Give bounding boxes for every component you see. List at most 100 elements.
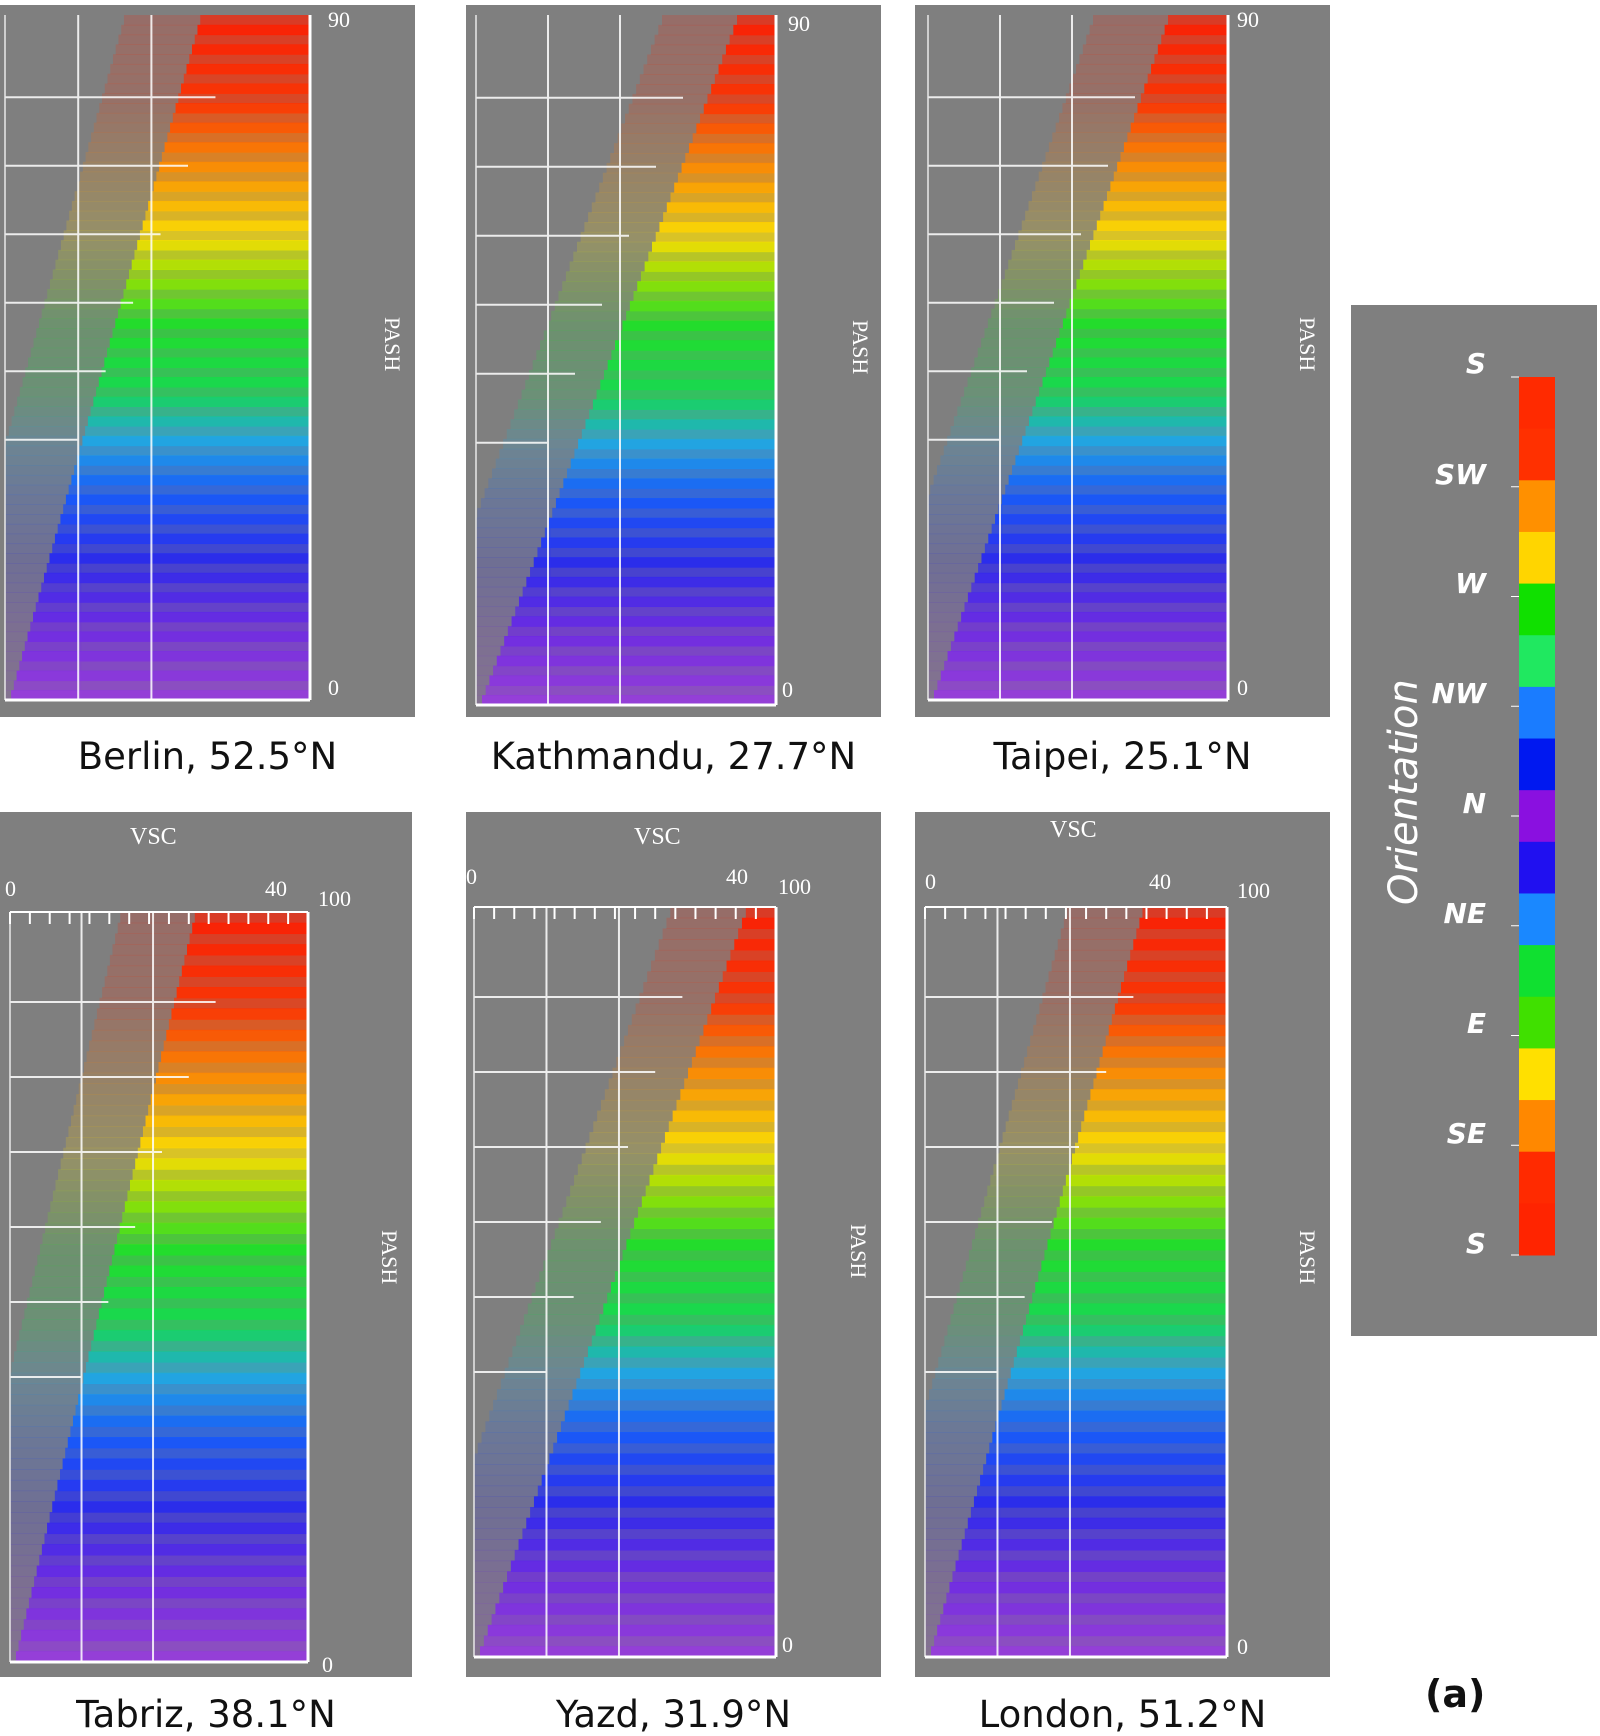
density-fade-band [1069,83,1145,94]
density-band [944,660,1228,672]
density-fade-band [495,458,571,470]
density-band [677,172,776,184]
density-fade-band [926,1399,1002,1412]
density-fade-band [474,1507,550,1519]
plot-panel-london: VSC 0 40 100 0 PASH [915,812,1330,1677]
density-fade-band [493,1399,569,1412]
density-fade-band [953,1303,1030,1315]
density-fade-band [36,328,113,339]
density-band [584,1357,776,1369]
density-fade-band [928,592,1003,603]
density-fade-band [1057,939,1134,951]
x-axis-label: VSC [130,824,177,850]
density-band [1079,269,1228,280]
density-band [947,651,1228,662]
density-band [119,1222,308,1235]
density-band [83,1372,308,1385]
density-fade-band [981,1207,1057,1219]
density-fade-band [10,1437,85,1449]
density-band [115,318,310,329]
density-band [544,527,776,539]
chart-title-kathmandu: Kathmandu, 27.7°N [490,735,857,778]
density-band [507,626,776,637]
density-fade-band [80,171,157,182]
density-fade-band [520,1324,596,1337]
density-fade-band [937,465,1012,476]
density-band [1019,1335,1227,1347]
legend-label-nw: NW [1431,677,1486,710]
density-band [1001,494,1228,505]
density-band [946,1592,1227,1605]
density-band [90,406,310,417]
density-band [541,1474,776,1487]
y-axis-label: PASH [1295,1230,1320,1285]
density-fade-band [566,1196,642,1208]
ytick-top-label: 90 [788,11,810,36]
plot-panel-tabriz: VSC 0 40 100 0 PASH [0,812,412,1677]
density-band [1032,1292,1227,1305]
density-fade-band [987,1185,1063,1197]
density-band [596,389,776,401]
density-fade-band [616,1057,692,1069]
density-band [622,1249,776,1262]
density-band [1100,210,1228,222]
density-band [1110,181,1228,192]
density-band [703,103,776,115]
density-fade-band [928,543,1003,554]
density-fade-band [1079,54,1155,65]
density-fade-band [10,1512,85,1524]
density-band [62,1458,308,1470]
density-band [745,907,776,919]
density-fade-band [37,1254,112,1267]
density-band [560,1421,776,1433]
density-band [33,611,311,623]
density-band [991,523,1228,535]
density-fade-band [643,982,719,994]
density-fade-band [102,987,177,999]
density-band [618,1260,776,1272]
density-band [940,1614,1227,1626]
density-fade-band [971,1239,1048,1251]
density-fade-band [474,1496,550,1508]
density-fade-band [5,504,82,515]
density-band [1130,122,1228,134]
legend-color-segment [1519,1048,1555,1101]
density-band [1035,1282,1227,1294]
density-fade-band [476,537,551,548]
density-fade-band [74,191,151,202]
density-fade-band [950,1314,1027,1326]
density-band [1164,24,1228,36]
density-band [695,1046,776,1058]
density-band [137,240,310,251]
density-band [109,337,311,349]
density-band [24,641,311,652]
legend-color-segment [1519,377,1555,430]
density-fade-band [662,15,737,26]
density-fade-band [1017,1078,1094,1090]
density-fade-band [500,1378,577,1390]
density-band [170,122,310,134]
density-fade-band [1011,1099,1088,1112]
density-fade-band [30,347,108,359]
density-band [1001,1399,1227,1412]
grid-lines [474,907,683,1657]
density-band [159,161,310,173]
ytick-top-label: 100 [778,874,811,899]
xtick-label-0: 0 [5,876,16,901]
density-fade-band [38,318,116,329]
density-band [1087,1099,1227,1112]
density-band [603,1303,776,1315]
density-band [1007,1378,1227,1390]
density-fade-band [5,445,82,456]
density-fade-band [474,1464,550,1476]
density-band [1071,1153,1227,1165]
density-fade-band [71,200,149,212]
density-band [489,675,776,686]
density-band [664,1132,776,1144]
density-band [699,1035,776,1047]
density-band [174,997,308,1010]
density-band [611,350,776,361]
density-fade-band [1042,161,1118,173]
density-band [1018,445,1228,456]
density-band [533,1496,776,1508]
